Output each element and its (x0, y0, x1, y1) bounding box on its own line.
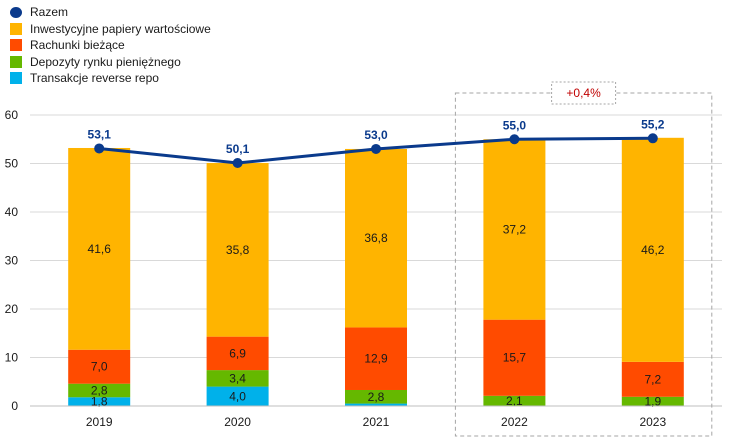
data-label-money_market: 2,8 (91, 383, 108, 397)
data-label-money_market: 2,1 (506, 394, 523, 408)
bar-segment-current_accounts (483, 319, 546, 396)
legend-label-money_market: Depozyty rynku pieniężnego (30, 54, 181, 69)
legend-item-current_accounts: Rachunki bieżące (10, 37, 211, 54)
total-label: 50,1 (226, 142, 250, 156)
bar-segment-current_accounts (345, 327, 407, 390)
total-label: 55,0 (503, 118, 527, 132)
bar-segment-current_accounts (206, 336, 269, 371)
legend-swatch-current_accounts (10, 39, 22, 52)
x-axis: 2019 2020 2021 2022 2023 (30, 405, 722, 429)
bar-segment-money_market (68, 383, 131, 398)
total-point (94, 143, 105, 154)
legend-swatch-reverse_repo (10, 72, 22, 85)
bar-segment-securities (483, 139, 546, 320)
x-tick-label: 2019 (86, 415, 113, 429)
bar-segment-securities (345, 148, 407, 328)
x-tick-label: 2021 (363, 415, 390, 429)
data-label-money_market: 1,9 (644, 394, 661, 408)
chart-legend: Razem Inwestycyjne papiery wartościowe Rac… (10, 4, 211, 87)
y-tick-label: 20 (5, 302, 19, 316)
y-tick-label: 30 (5, 254, 19, 268)
data-label-securities: 36,8 (364, 231, 388, 245)
highlight-box-group: +0,4% (454, 81, 713, 437)
total-point (232, 158, 243, 169)
bar-segment-money_market (345, 389, 407, 404)
x-tick-label: 2020 (224, 415, 251, 429)
bar-segment-reverse_repo (206, 386, 269, 406)
legend-swatch-total (10, 6, 22, 18)
total-label: 53,1 (88, 127, 112, 141)
data-label-securities: 46,2 (641, 243, 665, 257)
legend-label-current_accounts: Rachunki bieżące (30, 38, 125, 53)
data-label-current_accounts: 12,9 (364, 352, 388, 366)
y-tick-label: 40 (5, 205, 19, 219)
data-label-securities: 35,8 (226, 243, 250, 257)
bar-segment-reverse_repo (68, 397, 131, 406)
legend-label-securities: Inwestycyjne papiery wartościowe (30, 21, 211, 36)
bar-segment-money_market (206, 370, 269, 387)
y-tick-label: 10 (5, 351, 19, 365)
y-tick-label: 0 (11, 399, 18, 413)
data-label-current_accounts: 7,2 (644, 372, 661, 386)
data-label-reverse_repo: 4,0 (229, 389, 246, 403)
data-label-money_market: 2,8 (368, 390, 385, 404)
legend-label-total: Razem (30, 5, 69, 20)
bar-segment-securities (206, 163, 269, 337)
data-label-money_market: 3,4 (229, 371, 246, 385)
legend-swatch-money_market (10, 55, 22, 68)
bar-segment-money_market (621, 396, 684, 406)
total-point (647, 133, 658, 144)
x-tick-label: 2023 (639, 415, 666, 429)
bar-segment-money_market (483, 395, 546, 406)
y-tick-label: 60 (5, 108, 19, 122)
annotation-label: +0,4% (566, 86, 601, 100)
legend-item-money_market: Depozyty rynku pieniężnego (10, 54, 211, 71)
data-label-current_accounts: 7,0 (91, 360, 108, 374)
legend-label-reverse_repo: Transakcje reverse repo (30, 71, 159, 86)
total-point (509, 134, 520, 145)
bar-segment-reverse_repo (345, 403, 407, 406)
data-label-current_accounts: 6,9 (229, 346, 246, 360)
data-label-securities: 41,6 (88, 242, 112, 256)
segment-labels: 1,82,87,041,64,03,46,935,82,812,936,82,1… (88, 222, 665, 408)
total-point (371, 143, 381, 154)
bar-segment-current_accounts (621, 361, 684, 397)
x-tick-label: 2022 (501, 415, 528, 429)
legend-item-reverse_repo: Transakcje reverse repo (10, 70, 211, 87)
total-line-group: 53,1 50,1 53,0 55,0 55,2 (88, 117, 665, 169)
annotation-box (551, 81, 617, 105)
total-label: 55,2 (641, 117, 665, 131)
bar-segment-securities (68, 147, 131, 350)
bars (68, 137, 684, 406)
y-tick-label: 50 (5, 157, 19, 171)
legend-item-securities: Inwestycyjne papiery wartościowe (10, 21, 211, 38)
data-label-securities: 37,2 (503, 222, 527, 236)
legend-swatch-securities (10, 22, 22, 35)
y-axis: 0 10 20 30 40 50 60 (5, 108, 19, 413)
data-label-current_accounts: 15,7 (503, 351, 527, 365)
total-label: 53,0 (364, 128, 388, 142)
legend-item-total: Razem (10, 4, 211, 21)
data-label-reverse_repo: 1,8 (91, 395, 108, 409)
bar-segment-current_accounts (68, 349, 131, 384)
bar-segment-securities (621, 137, 684, 362)
